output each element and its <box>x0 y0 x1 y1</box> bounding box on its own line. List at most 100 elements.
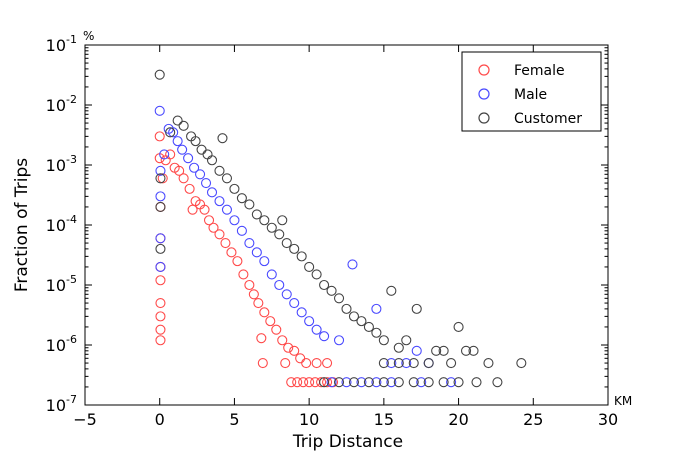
data-point <box>347 259 358 270</box>
y-tick-label: 10-4 <box>46 213 77 235</box>
data-point <box>289 243 300 254</box>
data-point <box>423 358 434 369</box>
data-point <box>244 279 255 291</box>
data-point <box>221 204 233 215</box>
series-customer <box>154 69 527 388</box>
data-point <box>326 285 337 296</box>
legend: Female Male Customer <box>461 51 602 132</box>
data-point <box>423 377 434 388</box>
data-point <box>155 173 166 184</box>
data-point <box>177 144 188 155</box>
data-point <box>154 131 165 142</box>
data-point <box>460 345 472 356</box>
data-point <box>333 293 345 304</box>
data-point <box>401 358 412 369</box>
data-point <box>438 345 449 356</box>
data-point <box>257 358 268 369</box>
data-point <box>183 153 194 164</box>
data-point <box>168 127 179 138</box>
data-point <box>277 215 288 226</box>
data-point <box>154 105 165 116</box>
data-point <box>371 327 382 338</box>
data-point <box>393 358 404 369</box>
data-point <box>483 358 494 369</box>
data-point <box>232 256 243 267</box>
data-point <box>271 324 282 335</box>
data-point <box>319 331 330 342</box>
axis-ticks: −5 0 5 10 15 20 25 30 10-7 10-6 10-5 10-4 10-3 10-2 10… <box>46 33 619 429</box>
data-point <box>159 149 170 160</box>
data-point <box>256 333 267 344</box>
series-female <box>154 131 339 388</box>
data-point <box>226 247 237 258</box>
data-point <box>199 204 210 215</box>
y-tick-label: 10-6 <box>46 333 77 355</box>
data-point <box>296 307 307 318</box>
data-point <box>274 279 285 291</box>
legend-marker <box>478 64 490 76</box>
x-tick-label: −5 <box>73 410 97 429</box>
data-point <box>356 316 367 327</box>
data-point <box>281 289 292 300</box>
x-tick-label: 20 <box>448 410 468 429</box>
y-axis-title: Fraction of Trips <box>12 158 32 292</box>
data-point <box>165 149 176 160</box>
data-point <box>341 303 352 314</box>
data-point <box>378 377 389 388</box>
data-point <box>244 238 255 249</box>
data-point <box>266 269 277 280</box>
data-point <box>274 229 285 240</box>
data-point <box>348 311 360 322</box>
data-point <box>286 377 297 388</box>
data-point <box>155 261 166 272</box>
data-point <box>371 303 382 314</box>
data-point <box>311 358 322 369</box>
data-point <box>155 243 166 254</box>
data-point <box>155 311 166 322</box>
data-point <box>333 377 345 388</box>
data-point <box>431 345 442 356</box>
data-point <box>326 377 337 388</box>
data-point <box>301 358 312 369</box>
data-point <box>416 377 427 388</box>
data-point <box>202 149 213 160</box>
legend-label: Male <box>514 87 547 103</box>
data-point <box>453 321 464 332</box>
data-point <box>174 165 185 176</box>
data-point <box>217 133 228 144</box>
data-point <box>238 269 249 280</box>
data-point <box>189 162 200 173</box>
data-point <box>154 69 165 80</box>
plot-area <box>154 69 527 388</box>
data-point <box>408 377 419 388</box>
data-point <box>178 173 189 184</box>
data-point <box>378 358 389 369</box>
data-point <box>304 261 315 272</box>
data-point <box>446 358 457 369</box>
x-tick-label: 15 <box>374 410 394 429</box>
data-point <box>172 136 183 147</box>
data-point <box>304 377 315 388</box>
data-point <box>322 377 333 388</box>
data-point <box>408 358 419 369</box>
x-unit-label: KM <box>614 394 632 408</box>
data-point <box>236 225 247 236</box>
data-point <box>281 238 292 249</box>
data-point <box>259 215 270 226</box>
data-point <box>155 298 166 309</box>
data-point <box>165 127 176 138</box>
data-point <box>319 377 330 388</box>
data-point <box>289 298 300 309</box>
data-point <box>289 345 300 356</box>
data-point <box>178 120 189 131</box>
data-point <box>296 251 307 262</box>
data-point <box>259 256 270 267</box>
data-point <box>401 335 412 346</box>
y-tick-label: 10-1 <box>46 33 77 55</box>
data-point <box>304 316 315 327</box>
series-male <box>154 105 457 388</box>
data-point <box>244 199 255 210</box>
data-point <box>348 377 360 388</box>
data-point <box>438 377 449 388</box>
